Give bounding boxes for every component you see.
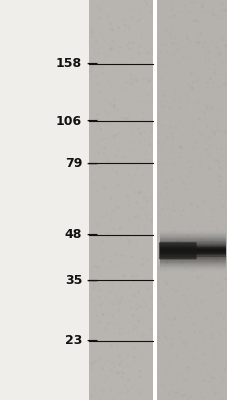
Bar xyxy=(159,234,225,268)
Bar xyxy=(159,235,225,267)
Bar xyxy=(159,236,225,266)
Bar xyxy=(159,236,225,265)
Text: 35: 35 xyxy=(64,274,82,287)
Bar xyxy=(152,0,157,400)
Bar xyxy=(159,231,225,270)
Bar xyxy=(159,238,225,264)
Bar xyxy=(159,239,225,263)
Bar xyxy=(159,232,225,269)
Text: 79: 79 xyxy=(64,157,82,170)
Bar xyxy=(159,231,225,271)
Bar xyxy=(159,240,225,262)
Bar xyxy=(159,236,225,266)
Text: —: — xyxy=(86,336,97,346)
Text: —: — xyxy=(86,158,97,168)
Bar xyxy=(0,0,89,400)
Text: —: — xyxy=(86,116,97,126)
Text: —: — xyxy=(86,59,97,69)
Bar xyxy=(159,240,225,262)
Bar xyxy=(159,240,225,261)
Bar xyxy=(157,0,227,400)
Text: —: — xyxy=(86,275,97,285)
Bar xyxy=(89,0,152,400)
Text: —: — xyxy=(86,230,97,240)
Text: 23: 23 xyxy=(64,334,82,347)
Bar xyxy=(159,234,225,267)
Bar xyxy=(159,238,225,263)
Text: 106: 106 xyxy=(56,114,82,128)
Bar xyxy=(159,233,225,268)
FancyBboxPatch shape xyxy=(158,242,196,259)
Text: 48: 48 xyxy=(64,228,82,242)
Bar xyxy=(159,232,225,270)
Bar xyxy=(159,230,225,271)
Bar xyxy=(159,230,225,272)
Bar xyxy=(159,237,225,264)
Text: 158: 158 xyxy=(56,57,82,70)
